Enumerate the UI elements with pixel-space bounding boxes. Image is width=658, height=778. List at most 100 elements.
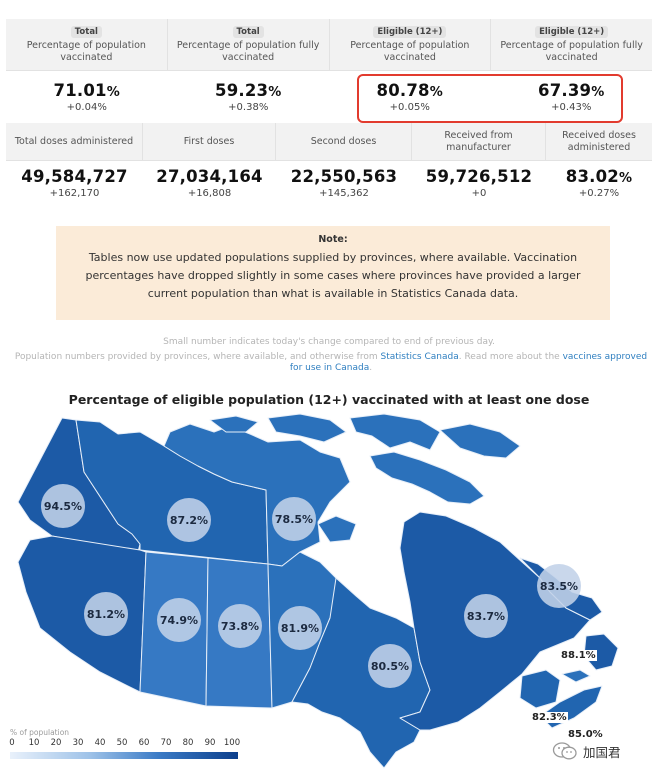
header-label: Percentage of population vaccinated: [26, 39, 146, 63]
top-table-header: Total Percentage of population vaccinate…: [6, 19, 652, 71]
stat-change: +0: [471, 188, 487, 199]
map-title: Percentage of eligible population (12+) …: [68, 392, 590, 407]
header-received-administered: Received doses administered: [562, 129, 636, 153]
doses-table-values: 49,584,727 +162,170 27,034,164 +16,808 2…: [6, 161, 652, 205]
change-explanation: Small number indicates today's change co…: [163, 337, 495, 347]
stat-value: 27,034,164: [156, 167, 263, 186]
header-total-vaccinated: Total Percentage of population vaccinate…: [6, 19, 168, 70]
note-body: Tables now use updated populations suppl…: [85, 251, 581, 300]
vaccination-stats: Total Percentage of population vaccinate…: [6, 19, 652, 205]
value-eligible-fully-vaccinated: 67.39% +0.43%: [491, 71, 653, 123]
value-eligible-vaccinated: 80.78% +0.05%: [329, 71, 491, 123]
canada-map-svg: [17, 413, 619, 769]
legend-tick: 100: [223, 738, 241, 748]
stat-change: +0.04%: [66, 102, 107, 113]
header-first-doses: First doses: [143, 123, 276, 160]
stat-value: 71.01%: [53, 81, 120, 100]
watermark: 加国君: [552, 741, 621, 761]
value-total-doses: 49,584,727 +162,170: [6, 161, 143, 205]
value-received-manufacturer: 59,726,512 +0: [412, 161, 546, 205]
header-label: Percentage of population vaccinated: [350, 39, 470, 63]
stat-value: 80.78%: [376, 81, 443, 100]
region-nunavut-islands-3[interactable]: [349, 413, 441, 451]
legend-tick: 70: [160, 738, 172, 748]
stat-change: +145,362: [319, 188, 369, 199]
header-label: Percentage of population fully vaccinate…: [176, 39, 320, 63]
legend-tick: 30: [72, 738, 84, 748]
legend-tick: 10: [28, 738, 40, 748]
value-bubble-nunavut: 78.5%: [272, 497, 316, 541]
legend-tick: 80: [182, 738, 194, 748]
value-bubble-alberta: 74.9%: [157, 598, 201, 642]
region-ontario[interactable]: [291, 577, 431, 769]
region-prince-edward-island[interactable]: [561, 669, 591, 683]
stat-value: 83.02%: [565, 167, 633, 186]
region-nunavut-islands-2[interactable]: [267, 413, 347, 443]
value-received-administered: 83.02% +0.27%: [546, 161, 652, 205]
value-bubble-quebec: 83.7%: [464, 594, 508, 638]
region-nunavut-islands-1[interactable]: [209, 415, 259, 433]
legend-tick: 20: [50, 738, 62, 748]
value-bubble-saskatchewan: 73.8%: [218, 604, 262, 648]
wechat-icon: [552, 741, 578, 761]
map-legend: % of population 0 10 20 30 40 50 60 70 8…: [9, 728, 246, 759]
region-new-brunswick[interactable]: [519, 669, 561, 709]
value-total-fully-vaccinated: 59.23% +0.38%: [168, 71, 330, 123]
stat-value: 59,726,512: [425, 167, 533, 186]
population-source-text: Population numbers provided by provinces…: [14, 352, 648, 373]
value-bubble-ontario: 80.5%: [368, 644, 412, 688]
value-bubble-manitoba: 81.9%: [278, 606, 322, 650]
note-title: Note:: [318, 234, 348, 245]
approved-vaccines-link[interactable]: vaccines approved for use in Canada: [289, 352, 648, 373]
doses-table-header: Total doses administered First doses Sec…: [6, 123, 652, 161]
stat-change: +16,808: [187, 188, 232, 199]
canada-vaccination-map: 94.5% 87.2% 78.5% 81.2% 74.9% 73.8% 81.9…: [0, 412, 658, 778]
value-first-doses: 27,034,164 +16,808: [143, 161, 276, 205]
header-second-doses: Second doses: [276, 123, 412, 160]
header-total-fully-vaccinated: Total Percentage of population fully vac…: [168, 19, 330, 70]
statistics-canada-link[interactable]: Statistics Canada: [380, 352, 459, 362]
stat-change: +0.27%: [578, 188, 620, 199]
value-label-nova-scotia: 85.0%: [567, 729, 604, 740]
header-total-doses: Total doses administered: [6, 123, 143, 160]
legend-tick: 90: [204, 738, 216, 748]
stat-value: 49,584,727: [21, 167, 128, 186]
legend-tick: 50: [116, 738, 128, 748]
legend-tick: 40: [94, 738, 106, 748]
header-eligible-vaccinated: Eligible (12+) Percentage of population …: [330, 19, 492, 70]
stat-change: +0.38%: [228, 102, 269, 113]
legend-title: % of population: [10, 728, 70, 737]
value-label-prince-edward-island: 88.1%: [560, 650, 597, 661]
value-total-vaccinated: 71.01% +0.04%: [6, 71, 168, 123]
region-nunavut-islands-5[interactable]: [439, 423, 521, 459]
value-bubble-newfoundland-labrador: 83.5%: [537, 564, 581, 608]
header-label: Percentage of population fully vaccinate…: [500, 39, 643, 63]
legend-tick: 60: [138, 738, 150, 748]
header-eligible-fully-vaccinated: Eligible (12+) Percentage of population …: [491, 19, 652, 70]
note-box: Note: Tables now use updated populations…: [56, 226, 610, 320]
value-bubble-northwest-territories: 87.2%: [167, 498, 211, 542]
value-bubble-british-columbia: 81.2%: [84, 592, 128, 636]
badge-eligible: Eligible (12+): [535, 25, 609, 38]
value-second-doses: 22,550,563 +145,362: [276, 161, 412, 205]
value-label-new-brunswick: 82.3%: [531, 712, 568, 723]
value-bubble-yukon: 94.5%: [41, 484, 85, 528]
region-nunavut-islands-6[interactable]: [317, 515, 357, 543]
stat-change: +0.43%: [551, 102, 592, 113]
legend-ticks: 0 10 20 30 40 50 60 70 80 90 100: [9, 738, 246, 750]
header-received-manufacturer: Received from manufacturer: [412, 123, 546, 160]
stat-value: 67.39%: [538, 81, 605, 100]
watermark-text: 加国君: [583, 744, 621, 760]
stat-change: +0.05%: [389, 102, 430, 113]
region-british-columbia[interactable]: [17, 535, 147, 693]
badge-total: Total: [70, 25, 102, 38]
badge-total: Total: [232, 25, 264, 38]
region-nunavut-islands-4[interactable]: [369, 451, 485, 505]
badge-eligible: Eligible (12+): [373, 25, 447, 38]
stat-change: +162,170: [49, 188, 100, 199]
stat-value: 22,550,563: [290, 167, 398, 186]
stat-value: 59.23%: [215, 81, 282, 100]
legend-tick: 0: [9, 738, 15, 748]
top-table-values: 71.01% +0.04% 59.23% +0.38% 80.78% +0.05…: [6, 71, 652, 123]
legend-color-scale: [10, 752, 238, 759]
